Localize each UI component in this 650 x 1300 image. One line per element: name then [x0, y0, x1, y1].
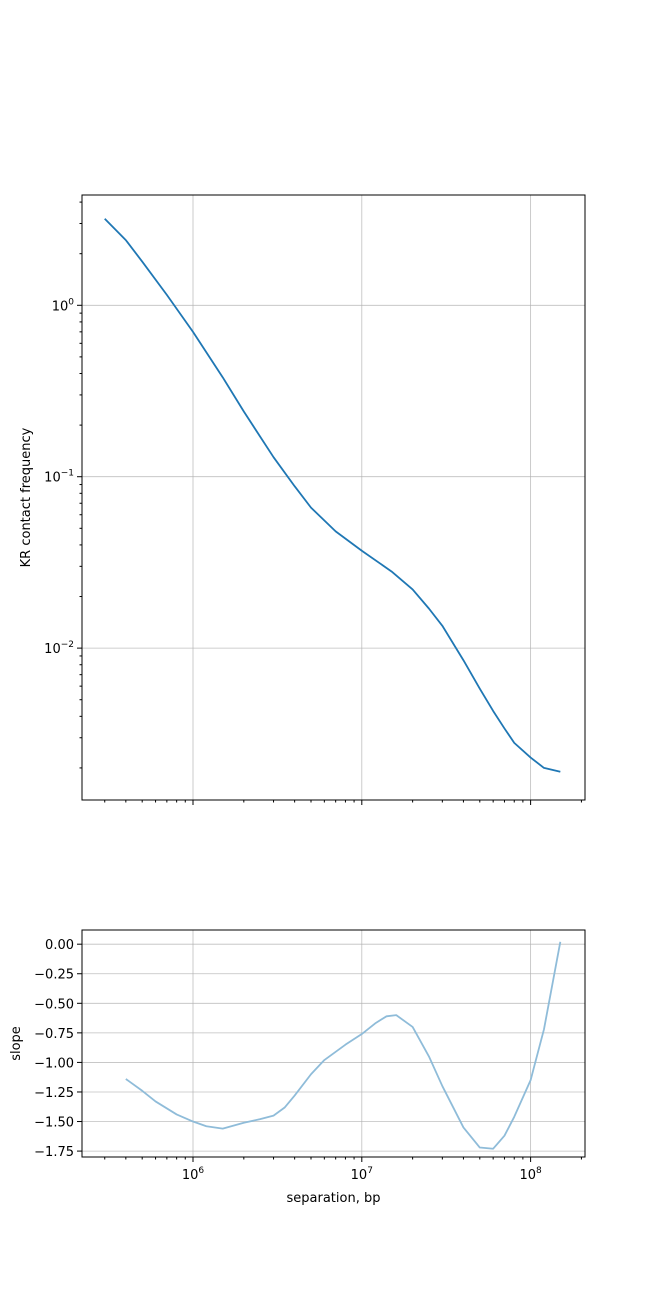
x-tick-label: 106	[182, 1166, 205, 1183]
grid-lines	[82, 930, 585, 1157]
plot-frame	[81, 194, 586, 801]
grid-lines	[82, 195, 585, 800]
x-tick-label: 107	[351, 1166, 373, 1183]
y-tick-label: −1.25	[34, 1086, 74, 1101]
y-tick-label: −1.50	[34, 1116, 74, 1131]
slope-line	[125, 941, 562, 1150]
y-tick-label: −1.75	[34, 1145, 74, 1160]
x-tick-label: 108	[519, 1166, 542, 1183]
y-tick-label: 100	[52, 297, 75, 314]
contact-frequency-plot: 100 10−1 10−2 KR contact frequency	[19, 194, 586, 805]
y-tick-label: −0.75	[34, 1027, 74, 1042]
y-tick-label: −1.00	[34, 1056, 74, 1071]
plot-frame	[81, 929, 586, 1158]
contact-frequency-line	[104, 218, 561, 773]
y-tick-label: −0.25	[34, 968, 74, 983]
y-tick-label: 0.00	[45, 938, 74, 953]
y-axis-label: slope	[9, 1026, 24, 1061]
y-tick-label: 10−1	[44, 469, 74, 486]
y-tick-label: −0.50	[34, 997, 74, 1012]
x-axis-label: separation, bp	[287, 1191, 381, 1206]
y-axis-label: KR contact frequency	[19, 427, 34, 567]
y-tick-label: 10−2	[44, 640, 74, 657]
slope-plot: 106 107 108 0.00 −0.25 −0.50 −0.75 −1.00 −1.25 −1…	[9, 929, 586, 1206]
